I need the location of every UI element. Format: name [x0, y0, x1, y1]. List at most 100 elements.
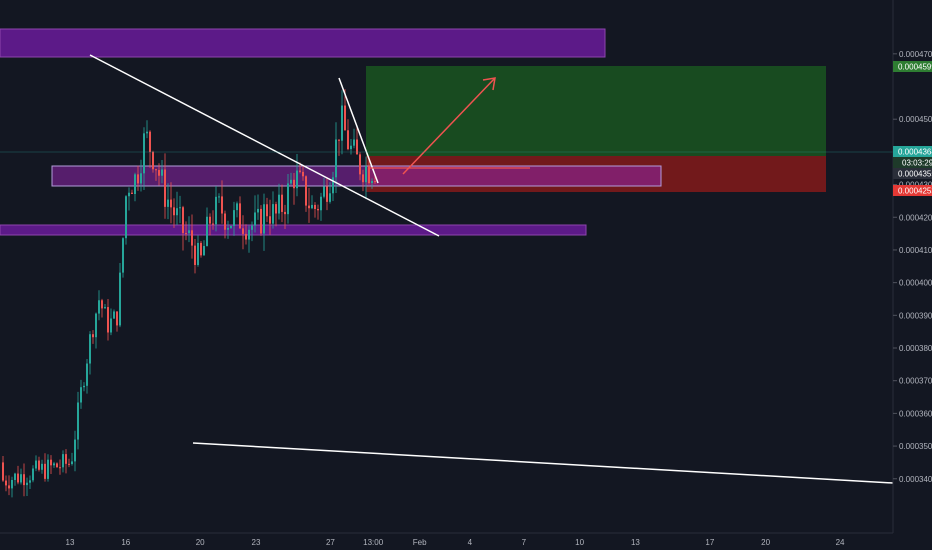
x-tick-label: 4	[468, 538, 473, 547]
candle-body	[98, 300, 100, 314]
candle-body	[272, 204, 274, 224]
candle-body	[326, 186, 328, 202]
candle-body	[14, 473, 16, 481]
projection-arrow-line[interactable]	[402, 77, 496, 175]
short-trendline[interactable]	[338, 77, 379, 184]
x-tick-label: 23	[252, 538, 261, 547]
candle-body	[203, 245, 205, 256]
candle-body	[302, 171, 304, 177]
x-tick-label: 13	[631, 538, 640, 547]
candle-body	[350, 145, 352, 150]
profit-target-zone[interactable]	[366, 66, 826, 156]
candle-body	[17, 473, 19, 483]
candle-body	[209, 216, 211, 224]
candle-body	[140, 173, 142, 184]
candle-body	[281, 194, 283, 212]
candle-body	[173, 207, 175, 216]
countdown-badge	[893, 157, 932, 168]
candle-body	[239, 203, 241, 229]
candle-body	[110, 318, 112, 333]
candle-body	[2, 462, 4, 481]
candles-layer	[2, 89, 376, 498]
candle-body	[146, 131, 148, 134]
candle-body	[149, 131, 151, 152]
lower-trendline[interactable]	[192, 442, 894, 484]
candle-body	[212, 223, 214, 225]
candle-body	[56, 463, 58, 468]
candle-body	[92, 334, 94, 338]
candle-body	[278, 194, 280, 214]
candle-body	[200, 242, 202, 256]
candle-body	[134, 174, 136, 194]
candle-body	[341, 105, 343, 141]
candle-body	[20, 474, 22, 483]
candle-body	[158, 170, 160, 176]
candle-body	[356, 139, 358, 155]
candle-body	[344, 105, 346, 131]
x-tick-label: 16	[121, 538, 130, 547]
candle-body	[83, 385, 85, 388]
candle-body	[215, 196, 217, 225]
x-tick-label: Feb	[413, 538, 427, 547]
candle-body	[107, 307, 109, 333]
candle-body	[365, 166, 367, 183]
candle-body	[8, 485, 10, 489]
support-zone-bottom[interactable]	[0, 224, 587, 236]
y-axis[interactable]: 0.00047000.00045000.00044000.00043000.00…	[892, 0, 932, 533]
x-tick-label: 17	[705, 538, 714, 547]
candle-body	[179, 207, 181, 209]
x-tick-label: 13:00	[363, 538, 384, 547]
candle-body	[227, 227, 229, 230]
candle-body	[5, 480, 7, 486]
resistance-zone-top[interactable]	[0, 28, 606, 58]
candle-body	[362, 174, 364, 183]
candle-body	[50, 459, 52, 466]
candle-body	[176, 208, 178, 216]
candle-body	[374, 181, 376, 183]
x-tick-label: 20	[761, 538, 770, 547]
candle-body	[32, 468, 34, 481]
candle-body	[197, 242, 199, 265]
x-axis[interactable]: 13 16 20 23 27 13:00 Feb 4 7 10 13 17 20 24	[0, 532, 893, 547]
descending-trendline[interactable]	[89, 54, 440, 237]
candle-body	[317, 208, 319, 211]
stop-price-label: 0.0004253	[898, 187, 932, 196]
candle-body	[245, 233, 247, 240]
candle-body	[128, 192, 130, 197]
candle-body	[260, 208, 262, 234]
candle-body	[305, 176, 307, 206]
candle-body	[269, 216, 271, 224]
candle-body	[242, 228, 244, 234]
support-zone-middle[interactable]	[51, 165, 662, 187]
stop-price-badge	[893, 185, 932, 196]
candle-body	[77, 402, 79, 440]
candle-body	[233, 210, 235, 226]
candle-body	[359, 154, 361, 175]
candle-body	[194, 245, 196, 265]
candle-body	[68, 463, 70, 465]
candle-body	[38, 460, 40, 470]
candle-body	[101, 300, 103, 309]
candle-body	[191, 230, 193, 246]
candle-body	[113, 311, 115, 319]
entry-price-label: 0.0004355	[898, 170, 932, 179]
candle-body	[323, 186, 325, 197]
candle-body	[29, 480, 31, 483]
candle-body	[296, 170, 298, 189]
candle-body	[290, 179, 292, 184]
x-tick-label: 20	[196, 538, 205, 547]
candle-body	[44, 463, 46, 479]
candle-body	[170, 199, 172, 208]
candle-body	[26, 482, 28, 486]
candle-body	[125, 196, 127, 239]
candle-body	[308, 205, 310, 209]
candle-body	[131, 192, 133, 194]
candle-body	[332, 177, 334, 194]
candle-body	[188, 230, 190, 234]
candle-body	[329, 193, 331, 202]
